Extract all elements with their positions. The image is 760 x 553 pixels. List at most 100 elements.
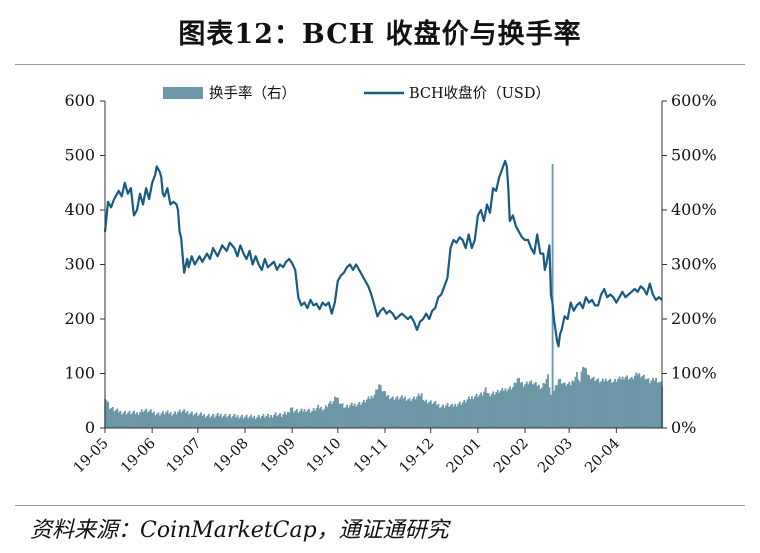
turnover-bar xyxy=(139,412,142,428)
turnover-bar xyxy=(620,379,622,428)
y-left-tick-label: 200 xyxy=(64,309,95,328)
y-right-tick-label: 300% xyxy=(671,255,717,274)
turnover-bar xyxy=(151,413,154,428)
turnover-bar xyxy=(320,406,323,428)
turnover-bar xyxy=(295,409,298,428)
turnover-bar xyxy=(551,163,554,428)
turnover-bar xyxy=(160,413,163,428)
x-tick-label: 19-11 xyxy=(351,436,392,477)
title-rule xyxy=(15,64,745,65)
turnover-bar xyxy=(522,386,525,428)
turnover-bar xyxy=(294,410,297,428)
turnover-bar xyxy=(478,394,481,428)
turnover-bar xyxy=(507,388,510,428)
turnover-bar xyxy=(280,416,283,428)
turnover-bar xyxy=(341,403,344,428)
turnover-bar xyxy=(496,389,499,428)
turnover-bar xyxy=(431,404,434,428)
y-left-tick-label: 100 xyxy=(64,364,95,383)
turnover-bar xyxy=(539,388,542,428)
turnover-bar xyxy=(302,411,304,428)
turnover-bar xyxy=(385,396,388,428)
y-left-tick-label: 300 xyxy=(64,255,95,274)
turnover-bar xyxy=(607,380,610,428)
turnover-bar xyxy=(131,412,134,428)
turnover-bar xyxy=(639,377,642,428)
turnover-bar xyxy=(107,402,110,428)
turnover-bar xyxy=(515,383,517,428)
turnover-bar xyxy=(597,378,600,428)
turnover-bar xyxy=(411,398,414,428)
turnover-bar xyxy=(502,390,505,428)
turnover-bar xyxy=(451,403,454,428)
turnover-bar xyxy=(347,407,350,428)
turnover-bar xyxy=(190,411,193,428)
turnover-bar xyxy=(355,406,358,428)
turnover-bar xyxy=(324,405,327,428)
turnover-bar xyxy=(184,412,187,428)
turnover-bar xyxy=(647,378,650,428)
turnover-bar xyxy=(315,407,318,428)
turnover-bar xyxy=(536,386,539,428)
turnover-bar xyxy=(387,395,390,428)
turnover-bar xyxy=(117,412,120,428)
turnover-bar xyxy=(111,406,114,428)
turnover-bar xyxy=(458,401,461,428)
turnover-bar xyxy=(201,415,204,428)
x-tick-label: 19-07 xyxy=(164,436,205,477)
turnover-bar xyxy=(133,410,135,428)
turnover-bar xyxy=(521,382,524,428)
turnover-bar xyxy=(659,381,662,428)
turnover-bar xyxy=(390,397,393,428)
x-tick-label: 19-09 xyxy=(258,436,299,477)
turnover-bar xyxy=(145,408,148,428)
turnover-bar xyxy=(327,403,330,428)
turnover-bar xyxy=(221,417,224,428)
turnover-bar xyxy=(189,413,192,428)
turnover-bar xyxy=(321,410,324,428)
turnover-bar xyxy=(601,378,604,428)
turnover-bar xyxy=(247,418,250,428)
y-left-tick-label: 600 xyxy=(64,91,95,110)
turnover-bar xyxy=(445,405,447,428)
turnover-bar xyxy=(542,382,545,428)
turnover-bar xyxy=(513,382,516,428)
turnover-bar xyxy=(271,417,274,428)
turnover-bar xyxy=(218,416,221,428)
turnover-bar xyxy=(653,380,656,428)
turnover-bar xyxy=(446,403,449,428)
turnover-bar xyxy=(197,415,199,428)
turnover-bar xyxy=(393,399,396,428)
turnover-bar xyxy=(268,417,271,428)
turnover-bar xyxy=(181,410,184,428)
turnover-bar xyxy=(512,387,514,428)
x-tick-label: 19-10 xyxy=(304,436,345,477)
turnover-bar xyxy=(436,405,438,428)
turnover-bar xyxy=(621,376,624,428)
turnover-bar xyxy=(394,398,397,428)
chart-svg: 0 100 200 300 400 500 600 0% 100% 200% 300% 400% 500… xyxy=(64,84,717,477)
turnover-bar xyxy=(311,411,314,428)
turnover-bars xyxy=(104,163,664,428)
y-left-tick-label: 500 xyxy=(64,146,95,165)
turnover-bar xyxy=(206,415,209,428)
turnover-bar xyxy=(260,416,263,428)
turnover-bar xyxy=(349,405,352,428)
turnover-bar xyxy=(180,412,183,428)
turnover-bar xyxy=(585,368,587,428)
turnover-bar xyxy=(108,409,111,428)
turnover-bar xyxy=(203,414,205,428)
turnover-bar xyxy=(174,411,177,428)
turnover-bar xyxy=(426,403,429,428)
turnover-bar xyxy=(396,396,399,428)
turnover-bar xyxy=(626,375,629,428)
turnover-bar xyxy=(213,417,216,428)
turnover-bar xyxy=(346,404,349,428)
turnover-bar xyxy=(277,414,280,428)
turnover-bar xyxy=(579,381,581,428)
turnover-bar xyxy=(656,382,659,428)
turnover-bar xyxy=(617,379,619,428)
turnover-bar xyxy=(224,413,227,428)
turnover-bar xyxy=(192,415,195,428)
turnover-bar xyxy=(425,399,428,428)
